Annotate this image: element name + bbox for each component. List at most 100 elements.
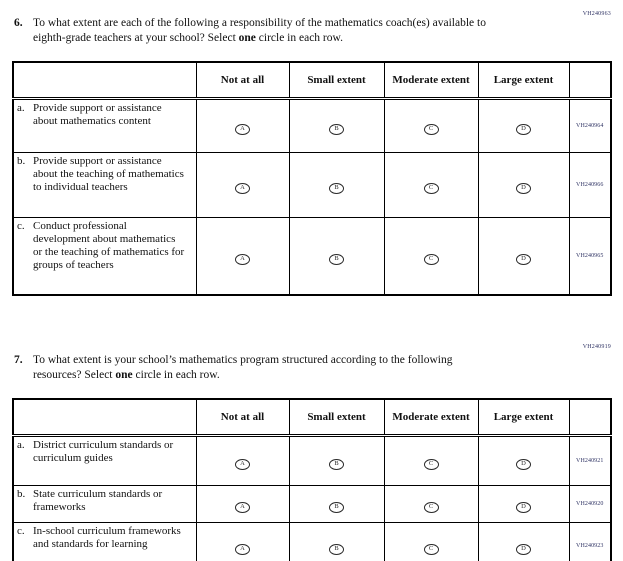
- row-code: VH240921: [568, 435, 612, 486]
- oval-letter: B: [334, 545, 339, 552]
- header-empty: [12, 61, 197, 100]
- question-6-table: Not at all Small extent Moderate extent …: [12, 61, 612, 296]
- oval-large-extent[interactable]: D: [516, 543, 531, 555]
- table-row: b. Provide support or assistance about th…: [12, 152, 612, 218]
- table-row: a. District curriculum standards or curri…: [12, 435, 612, 486]
- oval-letter: D: [521, 545, 526, 552]
- oval-letter: D: [521, 125, 526, 132]
- oval-moderate-extent[interactable]: C: [423, 543, 439, 555]
- oval-small-extent[interactable]: B: [329, 123, 344, 135]
- oval-letter: A: [240, 125, 245, 132]
- question-7-table: Not at all Small extent Moderate extent …: [12, 398, 612, 561]
- question-7: VH240919 7. To what extent is your schoo…: [14, 344, 611, 383]
- oval-large-extent[interactable]: D: [516, 501, 531, 513]
- question-6-text-part2: circle in each row.: [255, 32, 343, 44]
- question-7-text: To what extent is your school’s mathemat…: [33, 353, 501, 383]
- column-header-large-extent: Large extent: [477, 398, 570, 437]
- row-letter: a.: [17, 102, 25, 114]
- oval-letter: C: [428, 184, 434, 191]
- column-header-moderate-extent: Moderate extent: [383, 61, 479, 100]
- question-6-bold-word: one: [238, 32, 256, 44]
- table-row: c. Conduct professional development about…: [12, 217, 612, 296]
- oval-not-at-all[interactable]: A: [235, 543, 250, 555]
- row-label: Conduct professional development about m…: [33, 220, 185, 271]
- oval-not-at-all[interactable]: A: [235, 458, 250, 470]
- question-6-code: VH240963: [582, 11, 611, 17]
- row-label: Provide support or assistance about math…: [33, 102, 162, 127]
- row-code: VH240923: [568, 522, 612, 561]
- oval-letter: B: [334, 460, 339, 467]
- oval-large-extent[interactable]: D: [516, 253, 531, 265]
- oval-letter: A: [240, 184, 245, 191]
- oval-letter: D: [521, 460, 526, 467]
- row-letter: c.: [17, 525, 25, 537]
- column-header-large-extent: Large extent: [477, 61, 570, 100]
- row-letter: b.: [17, 155, 26, 167]
- header-code-empty: [568, 61, 612, 100]
- oval-letter: C: [428, 460, 434, 467]
- row-label: State curriculum standards or frameworks: [33, 488, 163, 513]
- oval-letter: D: [521, 503, 526, 510]
- oval-small-extent[interactable]: B: [329, 543, 344, 555]
- row-label: In-school curriculum frameworks and stan…: [33, 525, 181, 550]
- question-6-text-part1: To what extent are each of the following…: [33, 17, 486, 44]
- oval-moderate-extent[interactable]: C: [423, 182, 439, 194]
- question-7-text-part1: To what extent is your school’s mathemat…: [33, 354, 453, 381]
- row-code: VH240965: [568, 217, 612, 296]
- table-row: a. Provide support or assistance about ma…: [12, 98, 612, 153]
- question-7-text-part2: circle in each row.: [132, 369, 220, 381]
- oval-not-at-all[interactable]: A: [235, 182, 250, 194]
- row-letter: a.: [17, 439, 25, 451]
- oval-moderate-extent[interactable]: C: [423, 458, 439, 470]
- oval-letter: C: [428, 503, 434, 510]
- oval-letter: B: [334, 255, 339, 262]
- oval-letter: C: [428, 125, 434, 132]
- row-code: VH240920: [568, 485, 612, 523]
- table-row: b. State curriculum standards or framewor…: [12, 485, 612, 523]
- row-code: VH240966: [568, 152, 612, 218]
- row-label: District curriculum standards or curricu…: [33, 439, 174, 464]
- oval-not-at-all[interactable]: A: [235, 253, 250, 265]
- column-header-small-extent: Small extent: [288, 398, 385, 437]
- oval-letter: A: [240, 255, 245, 262]
- row-label: Provide support or assistance about the …: [33, 155, 184, 193]
- oval-letter: A: [240, 503, 245, 510]
- oval-letter: C: [428, 545, 434, 552]
- oval-moderate-extent[interactable]: C: [423, 501, 439, 513]
- header-row: Not at all Small extent Moderate extent …: [12, 398, 612, 437]
- oval-moderate-extent[interactable]: C: [423, 253, 439, 265]
- oval-letter: A: [240, 460, 245, 467]
- oval-moderate-extent[interactable]: C: [423, 123, 439, 135]
- oval-letter: A: [240, 545, 245, 552]
- question-6: VH240963 6. To what extent are each of t…: [14, 0, 611, 46]
- row-code: VH240964: [568, 98, 612, 153]
- row-letter: c.: [17, 220, 25, 232]
- header-empty: [12, 398, 197, 437]
- oval-large-extent[interactable]: D: [516, 182, 531, 194]
- oval-letter: B: [334, 503, 339, 510]
- oval-small-extent[interactable]: B: [329, 458, 344, 470]
- column-header-moderate-extent: Moderate extent: [383, 398, 479, 437]
- question-6-text: To what extent are each of the following…: [33, 16, 501, 46]
- oval-large-extent[interactable]: D: [516, 123, 531, 135]
- row-letter: b.: [17, 488, 26, 500]
- oval-not-at-all[interactable]: A: [235, 123, 250, 135]
- question-7-bold-word: one: [115, 369, 133, 381]
- question-7-code: VH240919: [582, 344, 611, 350]
- oval-small-extent[interactable]: B: [329, 501, 344, 513]
- header-code-empty: [568, 398, 612, 437]
- oval-small-extent[interactable]: B: [329, 253, 344, 265]
- header-row: Not at all Small extent Moderate extent …: [12, 61, 612, 100]
- question-6-number: 6.: [14, 17, 23, 29]
- oval-small-extent[interactable]: B: [329, 182, 344, 194]
- oval-not-at-all[interactable]: A: [235, 501, 250, 513]
- column-header-not-at-all: Not at all: [195, 61, 290, 100]
- oval-letter: B: [334, 125, 339, 132]
- column-header-small-extent: Small extent: [288, 61, 385, 100]
- question-7-number: 7.: [14, 354, 23, 366]
- oval-large-extent[interactable]: D: [516, 458, 531, 470]
- table-row: c. In-school curriculum frameworks and st…: [12, 522, 612, 561]
- column-header-not-at-all: Not at all: [195, 398, 290, 437]
- oval-letter: D: [521, 184, 526, 191]
